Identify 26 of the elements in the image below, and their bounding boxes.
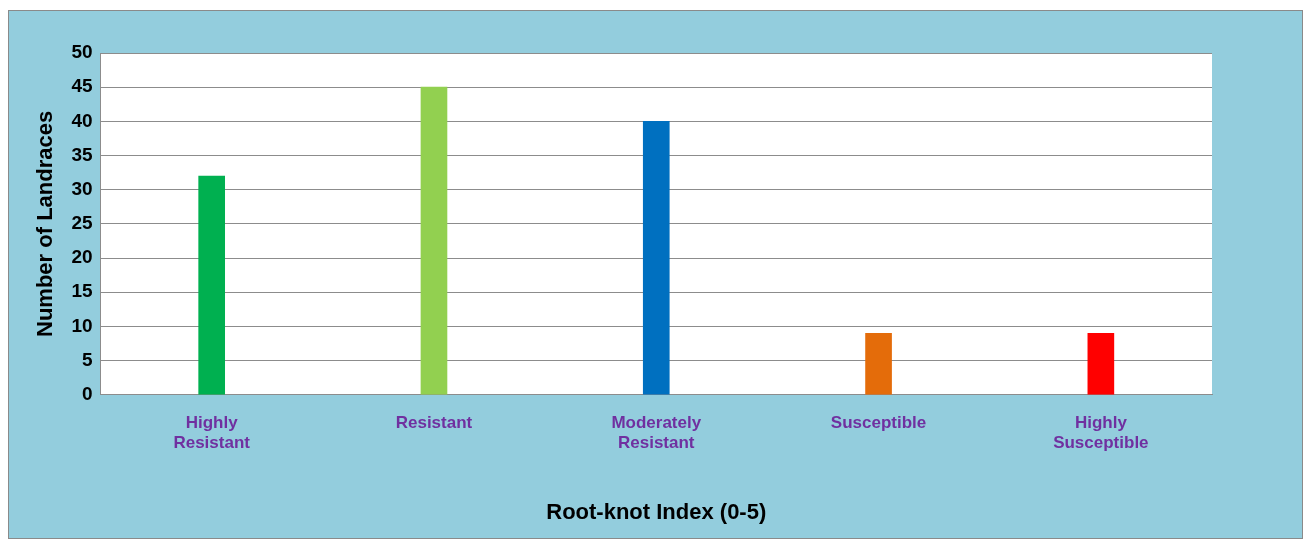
y-tick-label: 30 [71,177,93,199]
y-tick-label: 40 [71,109,93,131]
bar [642,121,670,395]
category-label: Susceptible [830,412,927,432]
y-tick-label: 25 [71,212,93,234]
bar [1087,332,1115,395]
y-tick-label: 0 [81,383,93,405]
y-tick-label: 15 [71,280,93,302]
x-axis-title: Root-knot Index (0-5) [546,498,767,524]
category-label: Resistant [173,433,250,453]
bar [420,86,448,395]
bar [865,332,892,395]
category-label: Highly [185,412,238,432]
y-tick-label: 20 [71,246,93,268]
category-label: Resistant [618,433,695,453]
category-label: Highly [1074,412,1127,432]
bar [198,175,226,395]
category-label: Moderately [611,412,702,432]
y-tick-label: 10 [71,314,93,336]
y-tick-label: 45 [71,75,93,97]
category-label: Susceptible [1053,433,1149,453]
category-label: Resistant [395,412,473,432]
y-axis-title: Number of Landraces [32,110,58,337]
y-tick-label: 35 [71,143,93,165]
y-tick-label: 5 [81,348,93,370]
y-tick-label: 50 [71,41,93,63]
